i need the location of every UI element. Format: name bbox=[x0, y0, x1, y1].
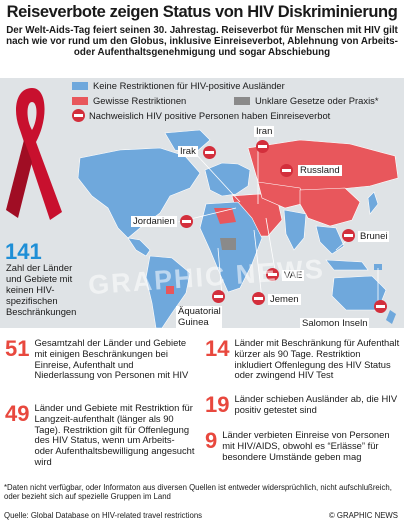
new-zealand-shape bbox=[386, 310, 396, 324]
legend-swatch-red bbox=[72, 96, 88, 105]
label-jordanien: Jordanien bbox=[131, 216, 177, 227]
legend-no-restrictions: Keine Restriktionen für HIV-positive Aus… bbox=[72, 80, 285, 91]
southeast-asia-shape bbox=[315, 225, 345, 255]
label-irak: Irak bbox=[178, 146, 198, 157]
legend-some-restrictions: Gewisse Restriktionen bbox=[72, 95, 186, 106]
india-shape bbox=[283, 209, 307, 251]
stat-value: 51 bbox=[5, 336, 30, 361]
label-russland: Russland bbox=[298, 165, 342, 176]
leader-irak bbox=[193, 151, 241, 203]
stat-value: 49 bbox=[5, 401, 30, 426]
stat-14: 14 Länder mit Beschränkung für Aufenthal… bbox=[205, 336, 400, 381]
legend-entry-ban: Nachweislich HIV positive Personen haben… bbox=[72, 109, 330, 122]
leader-vae bbox=[265, 217, 277, 277]
stat-value: 14 bbox=[205, 336, 230, 361]
legend-label: Nachweislich HIV positive Personen haben… bbox=[89, 110, 331, 121]
no-entry-icon bbox=[342, 229, 355, 242]
world-map bbox=[0, 78, 404, 328]
credit-text: © GRAPHIC NEWS bbox=[329, 511, 398, 520]
legend-label: Unklare Gesetze oder Praxis* bbox=[255, 95, 379, 106]
label-vae: VAE bbox=[282, 270, 305, 281]
no-entry-icon bbox=[180, 215, 193, 228]
stat-49: 49 Länder und Gebiete mit Restriktion fü… bbox=[5, 401, 195, 468]
source-text: Quelle: Global Database on HIV-related t… bbox=[4, 511, 203, 520]
central-asia-shape bbox=[257, 181, 306, 209]
page-title: Reiseverbote zeigen Status von HIV Diskr… bbox=[6, 3, 398, 21]
legend-unclear: Unklare Gesetze oder Praxis* bbox=[234, 95, 379, 106]
china-shape bbox=[299, 187, 361, 227]
japan-shape bbox=[367, 191, 379, 215]
indonesia-shape bbox=[325, 259, 369, 271]
north-america-shape bbox=[77, 147, 201, 239]
footnote: *Daten nicht verfügbar, oder Informaton … bbox=[4, 483, 392, 502]
stat-9: 9 Länder verbieten Einreise von Personen… bbox=[205, 428, 400, 462]
stat-text: Gesamtzahl der Länder und Gebiete mit ei… bbox=[34, 337, 189, 381]
stat-value: 19 bbox=[205, 392, 230, 417]
stat-text: Länder schieben Ausländer ab, die HIV po… bbox=[234, 393, 398, 415]
legend-swatch-grey bbox=[234, 96, 250, 105]
label-aquatorial-guinea: Äquatorial Guinea bbox=[176, 306, 222, 328]
no-entry-icon bbox=[252, 292, 265, 305]
no-entry-icon bbox=[72, 109, 85, 122]
stat-text: Länder mit Beschränkung für Aufenthalt k… bbox=[234, 337, 400, 381]
legend-label: Keine Restriktionen für HIV-positive Aus… bbox=[93, 80, 285, 91]
greenland-shape bbox=[164, 129, 211, 154]
paraguay-shape bbox=[166, 286, 174, 294]
no-entry-icon bbox=[203, 146, 216, 159]
africa-grey-region bbox=[220, 238, 236, 250]
stat-51: 51 Gesamtzahl der Länder und Gebiete mit… bbox=[5, 336, 195, 381]
stat-19: 19 Länder schieben Ausländer ab, die HIV… bbox=[205, 392, 400, 417]
stat-141-text: Zahl der Länder und Gebiete mit keinen H… bbox=[6, 262, 77, 317]
label-salomon-inseln: Salomon Inseln bbox=[300, 318, 370, 329]
no-entry-icon bbox=[374, 300, 387, 313]
no-entry-icon bbox=[280, 164, 293, 177]
stat-value: 9 bbox=[205, 428, 218, 453]
subtitle: Der Welt-Aids-Tag feiert seinen 30. Jahr… bbox=[6, 25, 398, 59]
label-iran: Iran bbox=[254, 126, 275, 137]
europe-shape bbox=[204, 162, 251, 197]
aids-ribbon-icon bbox=[6, 88, 62, 220]
leader-jemen bbox=[253, 229, 263, 300]
stat-text: Länder und Gebiete mit Restriktion für L… bbox=[34, 402, 195, 467]
pacific-islands-shape bbox=[374, 264, 382, 270]
legend-swatch-blue bbox=[72, 81, 88, 90]
stat-text: Länder verbieten Einreise von Personen m… bbox=[222, 429, 390, 462]
label-brunei: Brunei bbox=[358, 231, 390, 242]
central-america-shape bbox=[127, 237, 151, 257]
no-entry-icon bbox=[256, 140, 269, 153]
legend-label: Gewisse Restriktionen bbox=[93, 95, 187, 106]
leader-guinea bbox=[217, 247, 223, 297]
stat-141-value: 141 bbox=[5, 239, 42, 264]
no-entry-icon bbox=[212, 290, 225, 303]
no-entry-icon bbox=[266, 268, 279, 281]
label-jemen: Jemen bbox=[268, 294, 301, 305]
